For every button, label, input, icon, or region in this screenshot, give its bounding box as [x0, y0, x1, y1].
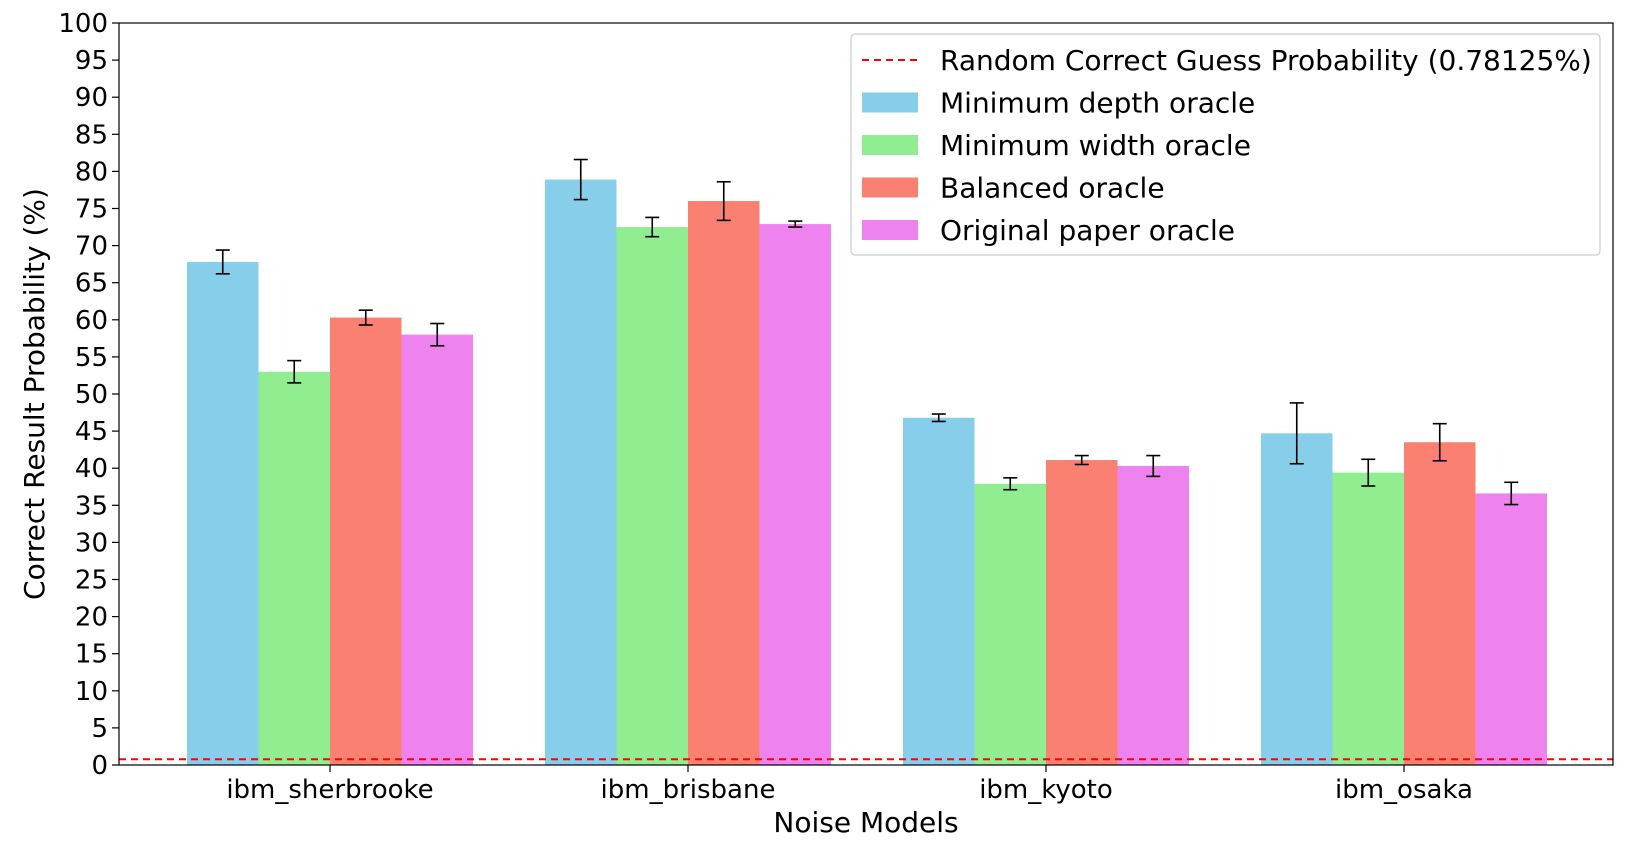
legend-reference-label: Random Correct Guess Probability (0.7812…: [940, 44, 1592, 77]
y-tick-label-70: 70: [75, 232, 108, 262]
bar-ibm_kyoto-1: [974, 483, 1046, 765]
y-axis-label: Correct Result Probability (%): [18, 188, 51, 600]
error-bar-ibm_osaka-3: [1504, 481, 1519, 506]
bar-ibm_brisbane-3: [759, 224, 831, 765]
error-bar-ibm_kyoto-3: [1146, 454, 1161, 478]
y-tick-label-30: 30: [75, 528, 108, 558]
error-bar-ibm_osaka-1: [1361, 458, 1376, 487]
x-axis: ibm_sherbrooke ibm_brisbane ibm_kyoto ibm_o…: [226, 765, 1473, 805]
legend-label-min-depth: Minimum depth oracle: [940, 87, 1255, 120]
legend-label-min-width: Minimum width oracle: [940, 129, 1251, 162]
y-tick-label-0: 0: [91, 751, 108, 781]
error-bar-ibm_brisbane-3: [788, 220, 803, 228]
bar-ibm_sherbrooke-2: [330, 317, 402, 765]
y-tick-label-50: 50: [75, 380, 108, 410]
bar-ibm_kyoto-2: [1046, 460, 1118, 765]
bar-ibm_sherbrooke-0: [187, 261, 259, 765]
y-tick-label-90: 90: [75, 83, 108, 113]
y-tick-label-85: 85: [75, 120, 108, 150]
y-tick-label-75: 75: [75, 195, 108, 225]
y-tick-label-45: 45: [75, 417, 108, 447]
legend-swatch-min-depth: [862, 92, 918, 113]
error-bar-ibm_sherbrooke-3: [430, 322, 445, 347]
legend-label-balanced: Balanced oracle: [940, 172, 1165, 205]
y-tick-label-60: 60: [75, 306, 108, 336]
bar-ibm_osaka-0: [1261, 433, 1333, 765]
y-tick-label-95: 95: [75, 46, 108, 76]
bar-ibm_brisbane-2: [688, 201, 760, 765]
y-tick-label-55: 55: [75, 343, 108, 373]
error-bar-ibm_brisbane-2: [716, 180, 731, 222]
y-tick-label-65: 65: [75, 269, 108, 299]
bar-ibm_kyoto-3: [1117, 465, 1189, 765]
x-tick-label-ibm_sherbrooke: ibm_sherbrooke: [226, 775, 433, 805]
y-tick-label-20: 20: [75, 603, 108, 633]
x-tick-label-ibm_kyoto: ibm_kyoto: [979, 775, 1113, 805]
legend-swatch-min-width: [862, 135, 918, 155]
x-axis-label: Noise Models: [773, 806, 958, 839]
error-bar-ibm_osaka-0: [1289, 402, 1304, 465]
error-bar-ibm_sherbrooke-1: [287, 359, 302, 384]
y-tick-label-100: 100: [58, 9, 108, 39]
y-tick-label-80: 80: [75, 157, 108, 187]
legend: Random Correct Guess Probability (0.7812…: [850, 33, 1601, 256]
y-tick-label-5: 5: [91, 714, 108, 744]
y-tick-label-35: 35: [75, 491, 108, 521]
bar-ibm_brisbane-1: [616, 227, 688, 766]
legend-label-original-paper: Original paper oracle: [940, 214, 1235, 247]
error-bar-ibm_brisbane-0: [573, 158, 588, 201]
error-bar-ibm_kyoto-0: [931, 413, 946, 423]
y-tick-label-15: 15: [75, 640, 108, 670]
error-bar-ibm_kyoto-2: [1074, 454, 1089, 466]
error-bar-ibm_brisbane-1: [645, 216, 660, 238]
y-axis: 0 5 10 15 20 25 30 35 40 45 50 55 60 65 70 75 80 85 90 95 10…: [58, 9, 119, 781]
bars-layer: [187, 179, 1547, 766]
error-bars-layer: [215, 158, 1519, 506]
bar-ibm_osaka-2: [1404, 442, 1476, 765]
bar-ibm_kyoto-0: [903, 417, 975, 765]
legend-swatch-balanced: [862, 177, 918, 198]
legend-box: [850, 33, 1601, 256]
bar-ibm_brisbane-0: [545, 179, 617, 765]
x-tick-label-ibm_brisbane: ibm_brisbane: [601, 775, 776, 805]
legend-swatch-original-paper: [862, 220, 918, 240]
x-tick-label-ibm_osaka: ibm_osaka: [1335, 775, 1473, 805]
error-bar-ibm_osaka-2: [1432, 422, 1447, 462]
error-bar-ibm_sherbrooke-0: [215, 249, 230, 275]
bar-ibm_osaka-1: [1332, 472, 1404, 765]
error-bar-ibm_kyoto-1: [1003, 477, 1018, 491]
error-bar-ibm_sherbrooke-2: [358, 309, 373, 326]
y-tick-label-40: 40: [75, 454, 108, 484]
y-tick-label-10: 10: [75, 677, 108, 707]
bar-ibm_sherbrooke-1: [258, 371, 330, 765]
bar-ibm_sherbrooke-3: [401, 334, 473, 765]
bar-ibm_osaka-3: [1475, 493, 1547, 765]
y-tick-label-25: 25: [75, 566, 108, 596]
